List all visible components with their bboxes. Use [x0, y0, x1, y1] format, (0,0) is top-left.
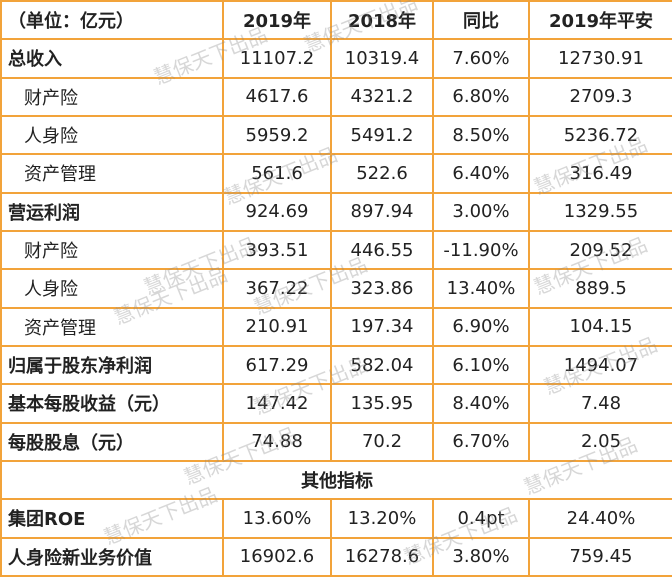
cell: 24.40% — [528, 498, 672, 539]
cell: 2709.3 — [528, 76, 672, 117]
table-row: 资产管理 561.6 522.6 6.40% 316.49 — [0, 153, 672, 194]
cell: 4321.2 — [330, 76, 434, 117]
row-label: 人身险 — [0, 268, 224, 309]
cell: 4617.6 — [222, 76, 332, 117]
cell: 889.5 — [528, 268, 672, 309]
cell: 8.50% — [432, 114, 530, 156]
table-row: 归属于股东净利润 617.29 582.04 6.10% 1494.07 — [0, 344, 672, 386]
cell: 367.22 — [222, 268, 332, 309]
row-label: 人身险新业务价值 — [0, 536, 224, 577]
cell: 11107.2 — [222, 38, 332, 79]
cell: 16902.6 — [222, 536, 332, 577]
row-label: 人身险 — [0, 114, 224, 156]
cell: 561.6 — [222, 153, 332, 194]
cell: 5491.2 — [330, 114, 434, 156]
cell: 2018年 — [330, 0, 434, 41]
row-label: 营运利润 — [0, 191, 224, 232]
table-row: 基本每股收益（元） 147.42 135.95 8.40% 7.48 — [0, 383, 672, 424]
cell: 2019年平安 — [528, 0, 672, 41]
row-label: 总收入 — [0, 38, 224, 79]
cell: 13.20% — [330, 498, 434, 539]
cell: 759.45 — [528, 536, 672, 577]
cell: 3.80% — [432, 536, 530, 577]
table-row: （单位：亿元） 2019年 2018年 同比 2019年平安 — [0, 0, 672, 41]
cell: -11.90% — [432, 229, 530, 271]
table-row: 人身险 5959.2 5491.2 8.50% 5236.72 — [0, 114, 672, 156]
table-row: 资产管理 210.91 197.34 6.90% 104.15 — [0, 306, 672, 347]
cell: 7.48 — [528, 383, 672, 424]
cell: 6.70% — [432, 421, 530, 462]
cell: 12730.91 — [528, 38, 672, 79]
cell: 6.80% — [432, 76, 530, 117]
row-label: 财产险 — [0, 229, 224, 271]
cell: 同比 — [432, 0, 530, 41]
cell: 316.49 — [528, 153, 672, 194]
cell: 5236.72 — [528, 114, 672, 156]
cell: 0.4pt — [432, 498, 530, 539]
cell: 323.86 — [330, 268, 434, 309]
cell: 10319.4 — [330, 38, 434, 79]
cell: 446.55 — [330, 229, 434, 271]
cell: 70.2 — [330, 421, 434, 462]
table-row: 财产险 4617.6 4321.2 6.80% 2709.3 — [0, 76, 672, 117]
section-row: 其他指标 — [0, 459, 672, 501]
cell: 13.40% — [432, 268, 530, 309]
row-label: 资产管理 — [0, 153, 224, 194]
cell: 2019年 — [222, 0, 332, 41]
cell: 147.42 — [222, 383, 332, 424]
row-label: 归属于股东净利润 — [0, 344, 224, 386]
cell: 3.00% — [432, 191, 530, 232]
section-title: 其他指标 — [0, 459, 672, 501]
table-row: 财产险 393.51 446.55 -11.90% 209.52 — [0, 229, 672, 271]
table-row: 每股股息（元） 74.88 70.2 6.70% 2.05 — [0, 421, 672, 462]
row-label: 每股股息（元） — [0, 421, 224, 462]
cell: 13.60% — [222, 498, 332, 539]
table-row: 人身险 367.22 323.86 13.40% 889.5 — [0, 268, 672, 309]
cell: 5959.2 — [222, 114, 332, 156]
cell: 104.15 — [528, 306, 672, 347]
cell: 6.40% — [432, 153, 530, 194]
table-row: 人身险新业务价值 16902.6 16278.6 3.80% 759.45 — [0, 536, 672, 577]
cell: 210.91 — [222, 306, 332, 347]
table-row: 总收入 11107.2 10319.4 7.60% 12730.91 — [0, 38, 672, 79]
row-label: 资产管理 — [0, 306, 224, 347]
cell: 393.51 — [222, 229, 332, 271]
cell: 74.88 — [222, 421, 332, 462]
row-label: 财产险 — [0, 76, 224, 117]
table-row: 营运利润 924.69 897.94 3.00% 1329.55 — [0, 191, 672, 232]
cell: 7.60% — [432, 38, 530, 79]
cell: 897.94 — [330, 191, 434, 232]
cell: 582.04 — [330, 344, 434, 386]
cell: 617.29 — [222, 344, 332, 386]
row-label: （单位：亿元） — [0, 0, 224, 41]
cell: 522.6 — [330, 153, 434, 194]
cell: 16278.6 — [330, 536, 434, 577]
cell: 197.34 — [330, 306, 434, 347]
cell: 1329.55 — [528, 191, 672, 232]
cell: 924.69 — [222, 191, 332, 232]
cell: 209.52 — [528, 229, 672, 271]
cell: 1494.07 — [528, 344, 672, 386]
cell: 6.10% — [432, 344, 530, 386]
row-label: 集团ROE — [0, 498, 224, 539]
cell: 2.05 — [528, 421, 672, 462]
cell: 8.40% — [432, 383, 530, 424]
row-label: 基本每股收益（元） — [0, 383, 224, 424]
cell: 6.90% — [432, 306, 530, 347]
table-row: 集团ROE 13.60% 13.20% 0.4pt 24.40% — [0, 498, 672, 539]
cell: 135.95 — [330, 383, 434, 424]
